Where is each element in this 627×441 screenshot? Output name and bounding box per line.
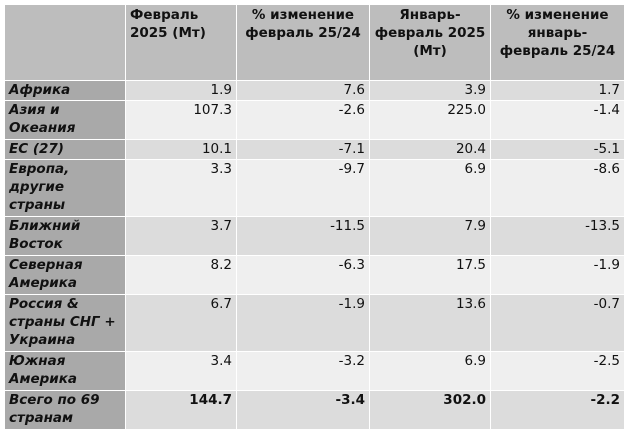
jan-feb-value-cell: 225.0 — [369, 100, 491, 140]
header-region — [4, 4, 126, 81]
feb-change-cell: -6.3 — [236, 255, 370, 295]
steel-production-table: Февраль 2025 (Мт) % изменение февраль 25… — [4, 4, 625, 430]
region-cell: Африка — [4, 80, 126, 101]
jan-feb-value-cell: 3.9 — [369, 80, 491, 101]
jan-feb-change-cell: -1.9 — [490, 255, 625, 295]
feb-change-cell: -1.9 — [236, 294, 370, 352]
header-jan-feb-2025: Январь-февраль 2025 (Мт) — [369, 4, 491, 81]
table-header: Февраль 2025 (Мт) % изменение февраль 25… — [4, 4, 625, 81]
feb-value-cell: 107.3 — [125, 100, 237, 140]
feb-change-cell: -3.2 — [236, 351, 370, 391]
region-cell: Ближний Восток — [4, 216, 126, 256]
table-row: Европа, другие страны 3.3 -9.7 6.9 -8.6 — [4, 159, 625, 217]
jan-feb-value-cell: 7.9 — [369, 216, 491, 256]
header-feb-2025: Февраль 2025 (Мт) — [125, 4, 237, 81]
header-row: Февраль 2025 (Мт) % изменение февраль 25… — [4, 4, 625, 81]
region-cell: Южная Америка — [4, 351, 126, 391]
jan-feb-change-cell: -0.7 — [490, 294, 625, 352]
jan-feb-value-cell: 6.9 — [369, 159, 491, 217]
feb-value-cell: 1.9 — [125, 80, 237, 101]
feb-value-cell: 3.7 — [125, 216, 237, 256]
region-cell: Северная Америка — [4, 255, 126, 295]
header-jan-feb-change: % изменение январь-февраль 25/24 — [490, 4, 625, 81]
table-row: Россия & страны СНГ + Украина 6.7 -1.9 1… — [4, 294, 625, 352]
feb-value-cell: 8.2 — [125, 255, 237, 295]
jan-feb-change-cell: -2.5 — [490, 351, 625, 391]
jan-feb-change-cell: -1.4 — [490, 100, 625, 140]
feb-change-cell: -9.7 — [236, 159, 370, 217]
table-row: Ближний Восток 3.7 -11.5 7.9 -13.5 — [4, 216, 625, 256]
header-feb-change: % изменение февраль 25/24 — [236, 4, 370, 81]
feb-value-cell: 3.4 — [125, 351, 237, 391]
table-row: Африка 1.9 7.6 3.9 1.7 — [4, 80, 625, 101]
region-cell: Азия и Океания — [4, 100, 126, 140]
jan-feb-change-cell: 1.7 — [490, 80, 625, 101]
jan-feb-change-cell: -8.6 — [490, 159, 625, 217]
region-cell: Европа, другие страны — [4, 159, 126, 217]
jan-feb-value-cell: 17.5 — [369, 255, 491, 295]
feb-change-cell: -3.4 — [236, 390, 370, 430]
region-cell: ЕС (27) — [4, 139, 126, 160]
feb-value-cell: 3.3 — [125, 159, 237, 217]
jan-feb-value-cell: 13.6 — [369, 294, 491, 352]
table-row: Северная Америка 8.2 -6.3 17.5 -1.9 — [4, 255, 625, 295]
jan-feb-change-cell: -2.2 — [490, 390, 625, 430]
feb-value-cell: 10.1 — [125, 139, 237, 160]
table-row: Азия и Океания 107.3 -2.6 225.0 -1.4 — [4, 100, 625, 140]
region-cell: Всего по 69 странам — [4, 390, 126, 430]
jan-feb-value-cell: 302.0 — [369, 390, 491, 430]
feb-change-cell: 7.6 — [236, 80, 370, 101]
feb-change-cell: -11.5 — [236, 216, 370, 256]
table-row-total: Всего по 69 странам 144.7 -3.4 302.0 -2.… — [4, 390, 625, 430]
table-body: Африка 1.9 7.6 3.9 1.7 Азия и Океания 10… — [4, 80, 625, 430]
jan-feb-change-cell: -5.1 — [490, 139, 625, 160]
feb-value-cell: 6.7 — [125, 294, 237, 352]
jan-feb-change-cell: -13.5 — [490, 216, 625, 256]
feb-value-cell: 144.7 — [125, 390, 237, 430]
region-cell: Россия & страны СНГ + Украина — [4, 294, 126, 352]
jan-feb-value-cell: 20.4 — [369, 139, 491, 160]
jan-feb-value-cell: 6.9 — [369, 351, 491, 391]
feb-change-cell: -7.1 — [236, 139, 370, 160]
feb-change-cell: -2.6 — [236, 100, 370, 140]
table-row: ЕС (27) 10.1 -7.1 20.4 -5.1 — [4, 139, 625, 160]
table-row: Южная Америка 3.4 -3.2 6.9 -2.5 — [4, 351, 625, 391]
